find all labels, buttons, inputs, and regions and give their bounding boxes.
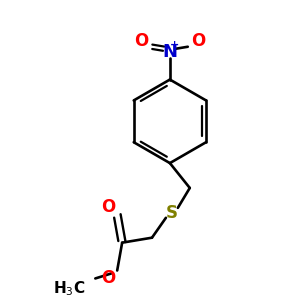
Text: S: S <box>166 204 178 222</box>
Text: +: + <box>170 40 179 50</box>
Text: O: O <box>101 269 116 287</box>
Text: O: O <box>192 32 206 50</box>
Text: O: O <box>134 32 148 50</box>
Text: H$_3$C: H$_3$C <box>53 279 86 298</box>
Text: N: N <box>162 43 177 61</box>
Text: O: O <box>101 198 116 216</box>
